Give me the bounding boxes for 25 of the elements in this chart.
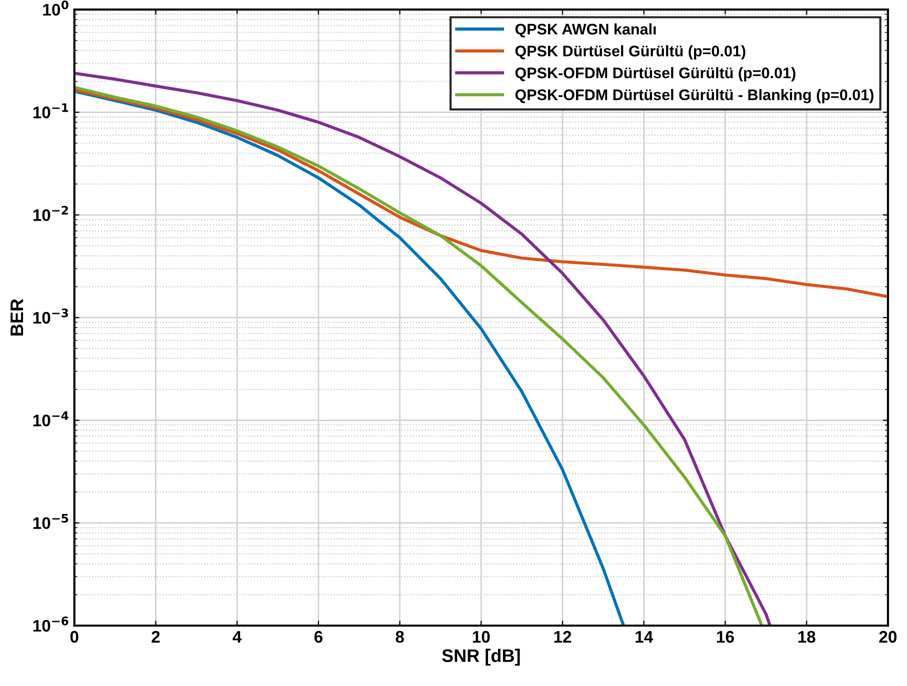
- x-tick-label: 4: [232, 631, 242, 643]
- x-tick-label: 10: [472, 630, 490, 643]
- x-tick-label: 18: [798, 630, 816, 643]
- legend-label: QPSK-OFDM Dürtüsel Gürültü - Blanking (p=0.01): [515, 88, 874, 104]
- y-tick-label: 10$^{−5}$: [33, 514, 68, 530]
- y-tick-label: 10$^{−3}$: [33, 308, 68, 324]
- line-series: [74, 88, 888, 298]
- x-tick-label: 14: [636, 631, 654, 643]
- x-tick-label: 12: [554, 630, 572, 643]
- y-tick-label: 10$^{−4}$: [33, 411, 68, 426]
- y-tick-label: 10$^{0}$: [43, 0, 68, 16]
- y-tick-label: 10$^{−6}$: [33, 616, 68, 632]
- x-tick-label: 16: [717, 630, 734, 643]
- y-tick-label: 10$^{−2}$: [33, 206, 68, 222]
- x-tick-label: 2: [152, 630, 160, 643]
- x-tick-label: 0: [70, 630, 78, 643]
- y-tick-label: 10$^{−1}$: [33, 103, 68, 118]
- legend-label: QPSK AWGN kanalı: [515, 23, 656, 38]
- legend-label: QPSK Dürtüsel Gürültü (p=0.01): [515, 45, 746, 60]
- legend-label: QPSK-OFDM Dürtüsel Gürültü (p=0.01): [515, 67, 796, 82]
- x-tick-label: 6: [314, 630, 322, 643]
- x-tick-label: 8: [396, 630, 404, 643]
- x-axis-title: SNR [dB]: [442, 648, 520, 666]
- y-axis-title: BER: [10, 298, 24, 336]
- x-tick-label: 20: [879, 630, 897, 643]
